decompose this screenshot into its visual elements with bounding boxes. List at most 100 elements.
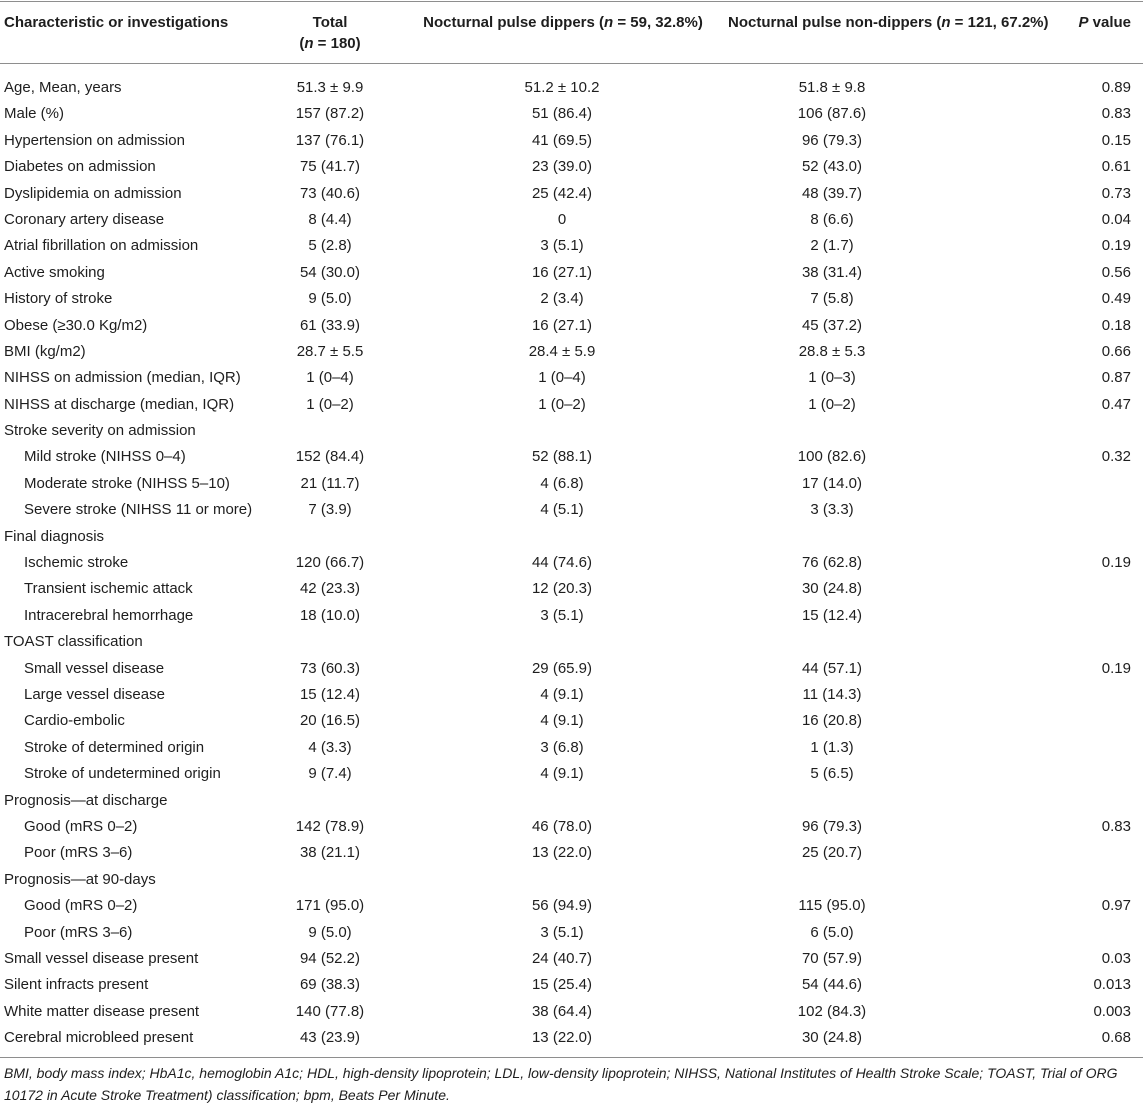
table-header: Characteristic or investigations Total (… xyxy=(0,1,1143,64)
row-label: Atrial fibrillation on admission xyxy=(4,237,199,255)
table-body: Age, Mean, years 51.3 ± 9.9 51.2 ± 10.2 51.… xyxy=(0,75,1143,1051)
non-dippers-cell: 2 (1.7) xyxy=(810,237,854,255)
p-value-cell xyxy=(930,761,1143,787)
p-value-cell: 0.15 xyxy=(1101,131,1131,149)
header-non-dippers-label: Nocturnal pulse non-dippers ( xyxy=(728,14,942,31)
non-dippers-cell: 48 (39.7) xyxy=(801,184,863,202)
non-dippers-cell: 1 (0–2) xyxy=(808,395,856,413)
dippers-cell: 4 (5.1) xyxy=(540,501,584,519)
table-group-row: Final diagnosis xyxy=(0,524,1143,550)
row-label: Intracerebral hemorrhage xyxy=(24,606,194,624)
row-label: Small vessel disease present xyxy=(4,949,199,967)
dippers-cell: 4 (6.8) xyxy=(540,474,584,492)
table-row: NIHSS on admission (median, IQR) 1 (0–4) 1… xyxy=(0,365,1143,391)
header-total-label: Total xyxy=(312,14,348,31)
non-dippers-cell: 1 (1.3) xyxy=(810,738,854,756)
row-label: Good (mRS 0–2) xyxy=(24,897,138,915)
p-value-cell: 0.83 xyxy=(1101,817,1131,835)
p-value-cell: 0.19 xyxy=(1101,659,1131,677)
p-value-cell xyxy=(930,471,1143,497)
footnote-line: 10172 in Acute Stroke Treatment) classif… xyxy=(4,1086,450,1103)
total-cell: 157 (87.2) xyxy=(295,105,365,123)
p-value-cell: 0.19 xyxy=(1101,237,1131,255)
header-total: Total (n = 180) xyxy=(270,12,390,54)
p-value-cell: 0.73 xyxy=(1101,184,1131,202)
row-label: Stroke severity on admission xyxy=(4,422,196,440)
row-label: Mild stroke (NIHSS 0–4) xyxy=(24,448,186,466)
dippers-cell: 25 (42.4) xyxy=(531,184,593,202)
table-row: Ischemic stroke 120 (66.7) 44 (74.6) 76 (62… xyxy=(0,550,1143,576)
total-cell: 4 (3.3) xyxy=(308,738,352,756)
row-label: NIHSS on admission (median, IQR) xyxy=(4,369,241,387)
table-row: Mild stroke (NIHSS 0–4) 152 (84.4) 52 (88.… xyxy=(0,444,1143,470)
row-label: Transient ischemic attack xyxy=(24,580,193,598)
p-value-cell: 0.19 xyxy=(1101,554,1131,572)
table-row: Good (mRS 0–2) 171 (95.0) 56 (94.9) 115 (95… xyxy=(0,893,1143,919)
dippers-cell: 24 (40.7) xyxy=(531,949,593,967)
table-row: NIHSS at discharge (median, IQR) 1 (0–2) 1… xyxy=(0,392,1143,418)
dippers-cell: 38 (64.4) xyxy=(531,1002,593,1020)
row-label: Active smoking xyxy=(4,263,105,281)
total-cell: 137 (76.1) xyxy=(295,131,365,149)
dippers-cell: 2 (3.4) xyxy=(540,290,584,308)
row-label: Cardio-embolic xyxy=(24,712,125,730)
total-cell: 1 (0–4) xyxy=(306,369,354,387)
dippers-cell: 46 (78.0) xyxy=(531,817,593,835)
total-cell: 75 (41.7) xyxy=(299,158,361,176)
total-cell: 8 (4.4) xyxy=(308,210,352,228)
row-label: Poor (mRS 3–6) xyxy=(24,923,133,941)
non-dippers-cell: 115 (95.0) xyxy=(798,897,866,915)
non-dippers-cell: 45 (37.2) xyxy=(801,316,863,334)
table-row: Transient ischemic attack 42 (23.3) 12 (20… xyxy=(0,576,1143,602)
p-value-cell: 0.49 xyxy=(1101,290,1131,308)
p-value-cell: 0.013 xyxy=(1093,976,1131,994)
total-cell: 20 (16.5) xyxy=(299,712,361,730)
table-row: Intracerebral hemorrhage 18 (10.0) 3 (5.1)… xyxy=(0,603,1143,629)
total-cell: 61 (33.9) xyxy=(299,316,361,334)
total-cell: 171 (95.0) xyxy=(295,897,365,915)
dippers-cell: 1 (0–4) xyxy=(538,369,586,387)
p-value-cell: 0.18 xyxy=(1101,316,1131,334)
p-value-cell: 0.68 xyxy=(1101,1029,1131,1047)
p-value-cell: 0.47 xyxy=(1101,395,1131,413)
dippers-cell: 12 (20.3) xyxy=(531,580,593,598)
non-dippers-cell: 100 (82.6) xyxy=(797,448,867,466)
dippers-cell: 16 (27.1) xyxy=(531,263,593,281)
p-value-cell: 0.89 xyxy=(1101,79,1131,96)
p-value-cell xyxy=(930,497,1143,523)
dippers-cell: 4 (9.1) xyxy=(540,685,584,703)
non-dippers-cell: 102 (84.3) xyxy=(797,1002,867,1020)
table-row: Poor (mRS 3–6) 9 (5.0) 3 (5.1) 6 (5.0) xyxy=(0,920,1143,946)
row-label: Silent infracts present xyxy=(4,976,149,994)
dippers-cell: 51.2 ± 10.2 xyxy=(524,79,600,96)
total-cell: 21 (11.7) xyxy=(300,474,360,492)
total-cell: 5 (2.8) xyxy=(308,237,352,255)
total-cell: 7 (3.9) xyxy=(308,501,352,519)
non-dippers-cell: 30 (24.8) xyxy=(801,580,863,598)
total-cell: 1 (0–2) xyxy=(306,395,354,413)
header-total-n-rest: = 180) xyxy=(313,35,361,52)
p-value-cell: 0.03 xyxy=(1101,949,1131,967)
row-label: Hypertension on admission xyxy=(4,131,185,149)
header-p-rest: value xyxy=(1088,14,1131,31)
p-value-cell xyxy=(930,682,1143,708)
non-dippers-cell: 17 (14.0) xyxy=(801,474,863,492)
table-group-row: TOAST classification xyxy=(0,629,1143,655)
table-row: Cardio-embolic 20 (16.5) 4 (9.1) 16 (20.8) xyxy=(0,708,1143,734)
non-dippers-cell: 52 (43.0) xyxy=(801,158,863,176)
header-dippers-n-rest: = 59, 32.8%) xyxy=(613,14,703,31)
table-row: Small vessel disease present 94 (52.2) 24 … xyxy=(0,946,1143,972)
total-cell: 73 (40.6) xyxy=(299,184,361,202)
non-dippers-cell: 54 (44.6) xyxy=(801,976,863,994)
dippers-cell: 4 (9.1) xyxy=(540,765,584,783)
table-bottom-rule xyxy=(0,1057,1143,1058)
row-label: History of stroke xyxy=(4,290,113,308)
dippers-cell: 28.4 ± 5.9 xyxy=(528,342,596,360)
p-value-cell: 0.61 xyxy=(1101,158,1131,176)
p-value-cell: 0.003 xyxy=(1093,1002,1131,1020)
table-row: History of stroke 9 (5.0) 2 (3.4) 7 (5.8) 0.… xyxy=(0,286,1143,312)
total-cell: 140 (77.8) xyxy=(295,1002,365,1020)
p-value-cell xyxy=(930,735,1143,761)
total-cell: 73 (60.3) xyxy=(299,659,361,677)
header-characteristic: Characteristic or investigations xyxy=(4,14,229,31)
